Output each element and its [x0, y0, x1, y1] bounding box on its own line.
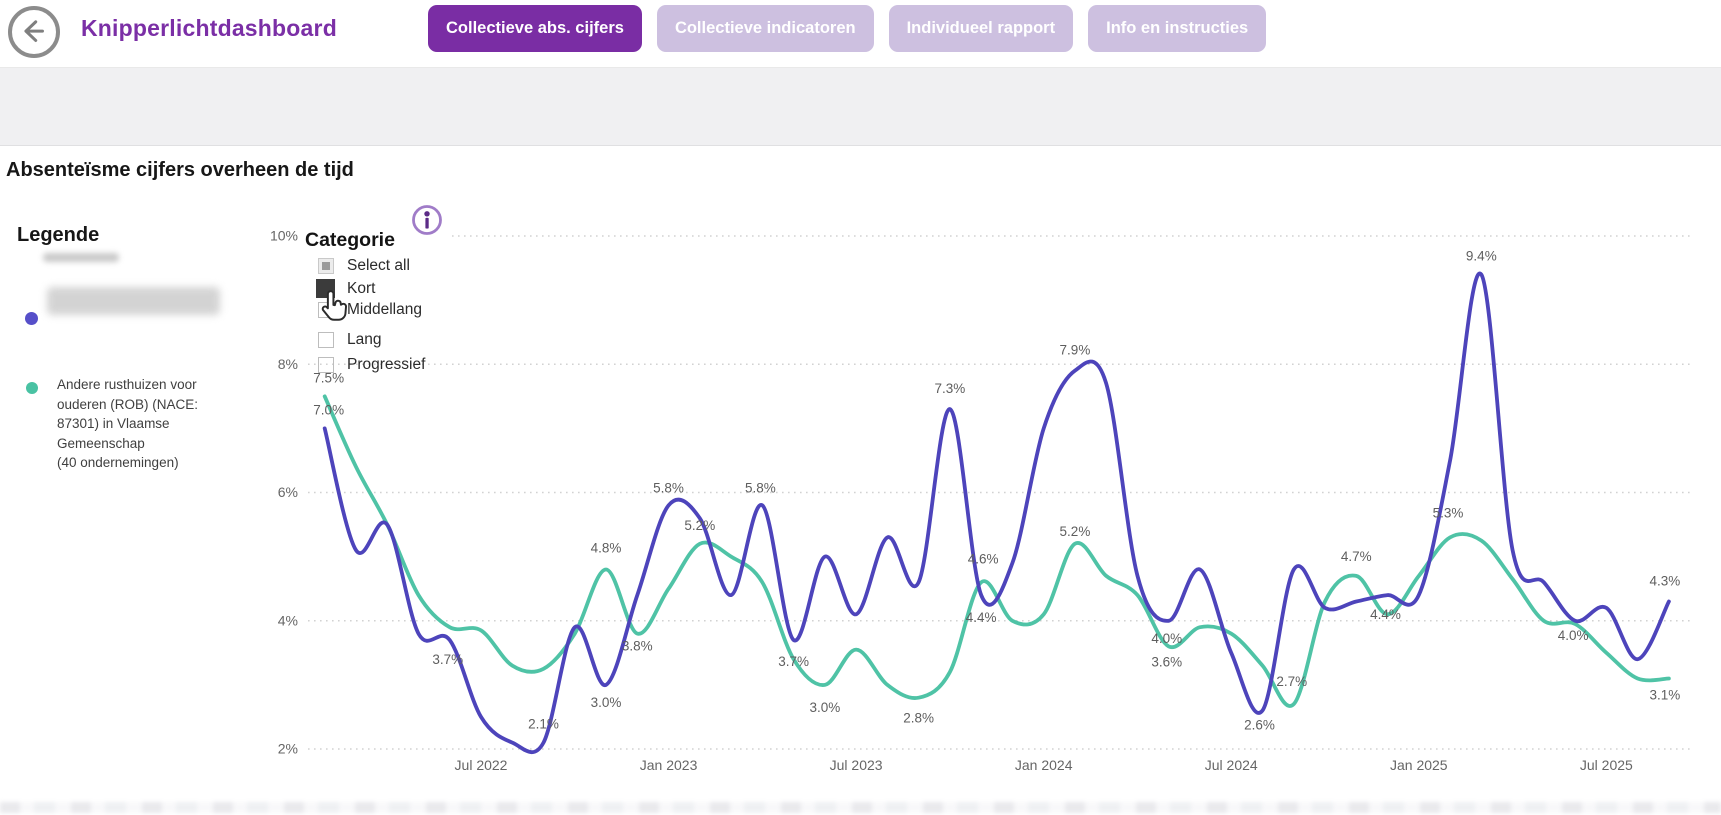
x-axis-tick: Jan 2023: [640, 757, 698, 773]
legend-dot-own: [25, 312, 38, 325]
data-label: 5.8%: [653, 480, 684, 495]
back-button[interactable]: [8, 6, 60, 58]
checkbox-label: Lang: [347, 331, 382, 348]
checkbox-partial[interactable]: [318, 258, 334, 274]
main-content: Absenteïsme cijfers overheen de tijd Leg…: [0, 146, 1721, 815]
checkbox-option-lang[interactable]: Lang: [303, 331, 381, 349]
checkbox-label: Kort: [347, 279, 376, 297]
data-label: 4.0%: [1151, 631, 1182, 646]
x-axis-tick: Jul 2023: [830, 757, 883, 773]
y-axis-tick: 4%: [278, 612, 298, 628]
y-axis-tick: 8%: [278, 356, 298, 372]
checkbox-label: Middellang: [347, 301, 422, 318]
category-filter-title: Categorie: [305, 229, 395, 251]
data-label: 3.7%: [778, 654, 809, 669]
cropped-bottom-content: [0, 802, 1721, 813]
line-benchmark: [322, 394, 1671, 708]
x-axis-tick: Jan 2025: [1390, 757, 1448, 773]
page-title: Absenteïsme cijfers overheen de tijd: [6, 159, 354, 181]
data-label: 5.2%: [1060, 524, 1091, 539]
checkbox-option-progressief[interactable]: Progressief: [303, 356, 425, 374]
tab-collectieve-abs-cijfers[interactable]: Collectieve abs. cijfers: [428, 5, 642, 52]
data-label: 7.3%: [935, 381, 966, 396]
data-label: 5.3%: [1433, 505, 1464, 520]
tab-bar: Collectieve abs. cijfers Collectieve indi…: [428, 5, 1267, 52]
data-label: 5.2%: [684, 518, 715, 533]
data-label: 7.9%: [1060, 343, 1091, 358]
data-label: 2.1%: [528, 717, 559, 732]
data-label: 2.7%: [1276, 674, 1307, 689]
app-title: Knipperlichtdashboard: [81, 15, 337, 41]
legend-redacted-own-label: [47, 287, 220, 315]
tab-individueel-rapport[interactable]: Individueel rapport: [888, 5, 1074, 52]
absenteeism-line-chart: 10% 8% 6% 4% 2% Jul 2022 Jan 2023 Jul 2023 Jan 2…: [270, 228, 1694, 773]
data-label: 4.7%: [1341, 549, 1372, 564]
y-axis-tick: 10%: [270, 228, 298, 244]
data-label: 2.6%: [1244, 718, 1275, 733]
checkbox-option-select-all[interactable]: Select all: [303, 257, 410, 275]
data-label: 4.0%: [1558, 628, 1589, 643]
checkbox-unchecked[interactable]: [318, 332, 334, 348]
y-axis-tick: 6%: [278, 484, 298, 500]
legend-title: Legende: [17, 224, 100, 246]
line-own: [322, 271, 1671, 755]
legend-dot-benchmark: [26, 382, 38, 394]
data-label: 3.1%: [1649, 687, 1680, 702]
data-label: 4.6%: [968, 551, 999, 566]
data-label: 3.0%: [809, 700, 840, 715]
checkbox-label: Select all: [347, 257, 410, 274]
data-label: 4.8%: [591, 540, 622, 555]
data-label: 3.8%: [622, 639, 653, 654]
data-label: 3.6%: [1151, 654, 1182, 669]
checkbox-label: Progressief: [347, 356, 426, 373]
data-label: 5.8%: [745, 480, 776, 495]
arrow-left-icon: [12, 10, 56, 54]
data-label: 9.4%: [1466, 248, 1497, 263]
x-axis-tick: Jul 2025: [1580, 757, 1633, 773]
data-label: 7.0%: [313, 402, 344, 417]
x-axis-tick: Jul 2022: [455, 757, 508, 773]
app-header: Knipperlichtdashboard Collectieve abs. c…: [0, 0, 1721, 67]
info-icon[interactable]: [410, 203, 444, 237]
legend-benchmark-label: Andere rusthuizen voor ouderen (ROB) (NA…: [57, 377, 199, 470]
x-axis-tick: Jul 2024: [1205, 757, 1258, 773]
data-label: 3.7%: [432, 652, 463, 667]
legend-redacted-subtitle: [43, 253, 119, 262]
data-label: 2.8%: [903, 711, 934, 726]
y-axis-tick: 2%: [278, 741, 298, 757]
x-axis-tick: Jan 2024: [1015, 757, 1073, 773]
data-label: 4.3%: [1649, 574, 1680, 589]
filter-band: [0, 67, 1721, 146]
data-label: 3.0%: [591, 695, 622, 710]
checkbox-unchecked[interactable]: [318, 357, 334, 373]
mouse-cursor-pointer-icon: [314, 289, 351, 326]
data-label: 4.4%: [1370, 607, 1401, 622]
tab-info-en-instructies[interactable]: Info en instructies: [1088, 5, 1267, 52]
category-filter-panel: Categorie Select all Kort Middellang Lang Pr…: [303, 205, 503, 389]
data-label: 4.4%: [966, 610, 997, 625]
tab-collectieve-indicatoren[interactable]: Collectieve indicatoren: [656, 5, 874, 52]
